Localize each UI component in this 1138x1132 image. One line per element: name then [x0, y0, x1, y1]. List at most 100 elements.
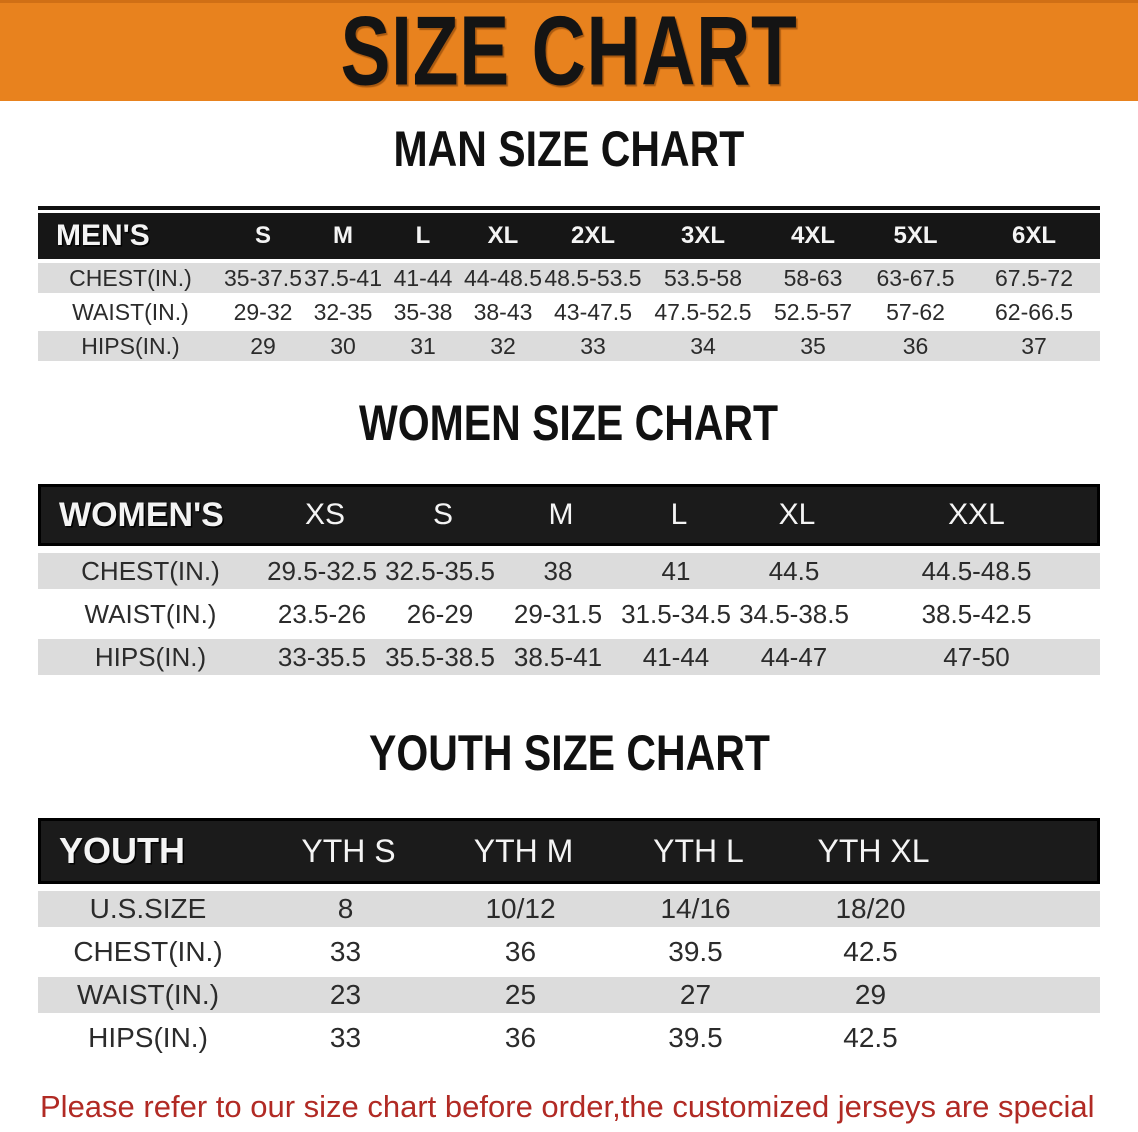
table-cell: 42.5	[843, 1022, 898, 1053]
table-cell: 33	[329, 1022, 362, 1053]
table-row: CHEST(IN.) 35-37.5 37.5-41 41-44 44-48.5…	[38, 263, 1100, 293]
women-table-header-label: WOMEN'S	[59, 495, 224, 534]
column-header: XXL	[948, 498, 1005, 531]
table-cell: 43-47.5	[553, 298, 632, 325]
table-cell: 37.5-41	[303, 264, 382, 291]
youth-section-title-text: YOUTH SIZE CHART	[368, 725, 770, 781]
table-cell: 57-62	[886, 298, 945, 325]
column-header: S	[432, 498, 453, 531]
table-row: HIPS(IN.) 33 36 39.5 42.5	[38, 1020, 1100, 1056]
table-cell: 35-38	[393, 298, 453, 325]
youth-table-header-label: YOUTH	[59, 830, 185, 871]
row-label: CHEST(IN.)	[69, 264, 192, 291]
table-cell: 38.5-42.5	[921, 598, 1032, 629]
table-cell: 29.5-32.5	[267, 555, 377, 586]
disclaimer-text: Please refer to our size chart before or…	[40, 1086, 1118, 1132]
table-cell: 32.5-35.5	[385, 555, 495, 586]
row-label: WAIST(IN.)	[84, 598, 217, 629]
table-cell: 42.5	[843, 936, 898, 967]
table-cell: 44-48.5	[463, 264, 542, 291]
table-row: CHEST(IN.) 29.5-32.5 32.5-35.5 38 41 44.…	[38, 553, 1100, 589]
row-label: HIPS(IN.)	[81, 332, 180, 359]
row-label: WAIST(IN.)	[72, 298, 189, 325]
table-cell: 63-67.5	[876, 264, 955, 291]
disclaimer-line-1: Please refer to our size chart before or…	[40, 1089, 1095, 1132]
youth-size-table: YOUTH YTH S YTH M YTH L YTH XL U.S.SIZE …	[38, 818, 1100, 1056]
men-size-table: MEN'S S M L XL 2XL 3XL 4XL 5XL 6XL CHEST…	[38, 213, 1100, 361]
table-cell: 47-50	[943, 641, 1010, 672]
women-size-table: WOMEN'S XS S M L XL XXL CHEST(IN.) 29.5-…	[38, 484, 1100, 675]
row-label: CHEST(IN.)	[73, 936, 223, 967]
table-cell: 48.5-53.5	[544, 264, 642, 291]
table-cell: 35.5-38.5	[385, 641, 495, 672]
men-section-title: MAN SIZE CHART	[0, 121, 1138, 184]
banner: SIZE CHART	[0, 0, 1138, 106]
table-cell: 31	[410, 332, 436, 359]
table-cell: 32	[490, 332, 516, 359]
row-label: HIPS(IN.)	[88, 1022, 208, 1053]
table-cell: 62-66.5	[994, 298, 1073, 325]
table-cell: 14/16	[660, 893, 731, 924]
table-row: U.S.SIZE 8 10/12 14/16 18/20	[38, 891, 1100, 927]
column-header: YTH M	[473, 832, 574, 869]
table-cell: 8	[337, 893, 354, 924]
table-cell: 36	[504, 936, 537, 967]
column-header: YTH L	[653, 832, 744, 869]
column-header: 5XL	[893, 222, 938, 249]
table-cell: 44.5	[768, 555, 820, 586]
men-table-topline	[38, 206, 1100, 210]
table-cell: 33	[580, 332, 606, 359]
row-label: U.S.SIZE	[89, 893, 207, 924]
column-header: 3XL	[680, 222, 725, 249]
youth-table-header-row: YOUTH YTH S YTH M YTH L YTH XL	[38, 818, 1100, 884]
table-cell: 36	[902, 332, 929, 359]
table-cell: 44-47	[760, 641, 828, 672]
column-header: 2XL	[570, 222, 615, 249]
row-label: HIPS(IN.)	[94, 641, 207, 672]
table-cell: 10/12	[485, 893, 556, 924]
table-row: WAIST(IN.) 23 25 27 29	[38, 977, 1100, 1013]
table-cell: 27	[679, 979, 712, 1010]
column-header: L	[415, 222, 431, 249]
table-row: HIPS(IN.) 29 30 31 32 33 34 35 36 37	[38, 331, 1100, 361]
column-header: YTH XL	[817, 832, 930, 869]
table-row: HIPS(IN.) 33-35.5 35.5-38.5 38.5-41 41-4…	[38, 639, 1100, 675]
table-cell: 30	[330, 332, 356, 359]
table-cell: 32-35	[313, 298, 373, 325]
table-cell: 58-63	[783, 264, 843, 291]
column-header: M	[548, 498, 574, 531]
table-cell: 41-44	[642, 641, 710, 672]
table-cell: 23	[329, 979, 362, 1010]
row-label: CHEST(IN.)	[81, 555, 220, 586]
table-cell: 34	[690, 332, 716, 359]
table-cell: 67.5-72	[994, 264, 1073, 291]
women-table-header-row: WOMEN'S XS S M L XL XXL	[38, 484, 1100, 546]
table-cell: 53.5-58	[663, 264, 742, 291]
men-section-title-text: MAN SIZE CHART	[393, 121, 745, 177]
table-cell: 35	[800, 332, 826, 359]
table-cell: 41-44	[393, 264, 453, 291]
column-header: XL	[487, 222, 519, 249]
table-cell: 52.5-57	[773, 298, 852, 325]
women-section-title: WOMEN SIZE CHART	[0, 398, 1138, 458]
table-cell: 29-32	[233, 298, 293, 325]
column-header: XL	[778, 498, 816, 531]
table-row: CHEST(IN.) 33 36 39.5 42.5	[38, 934, 1100, 970]
column-header: 6XL	[1011, 222, 1056, 249]
table-cell: 26-29	[406, 598, 474, 629]
column-header: XS	[304, 498, 346, 531]
table-cell: 25	[504, 979, 537, 1010]
table-cell: 33	[329, 936, 362, 967]
table-cell: 37	[1021, 332, 1047, 359]
column-header: M	[333, 222, 353, 249]
table-cell: 44.5-48.5	[921, 555, 1032, 586]
table-cell: 18/20	[835, 893, 906, 924]
men-table-header-row: MEN'S S M L XL 2XL 3XL 4XL 5XL 6XL	[38, 213, 1100, 259]
column-header: YTH S	[301, 832, 396, 869]
table-cell: 41	[661, 555, 691, 586]
table-cell: 34.5-38.5	[739, 598, 849, 629]
table-cell: 23.5-26	[277, 598, 367, 629]
table-cell: 36	[504, 1022, 537, 1053]
table-cell: 31.5-34.5	[621, 598, 731, 629]
